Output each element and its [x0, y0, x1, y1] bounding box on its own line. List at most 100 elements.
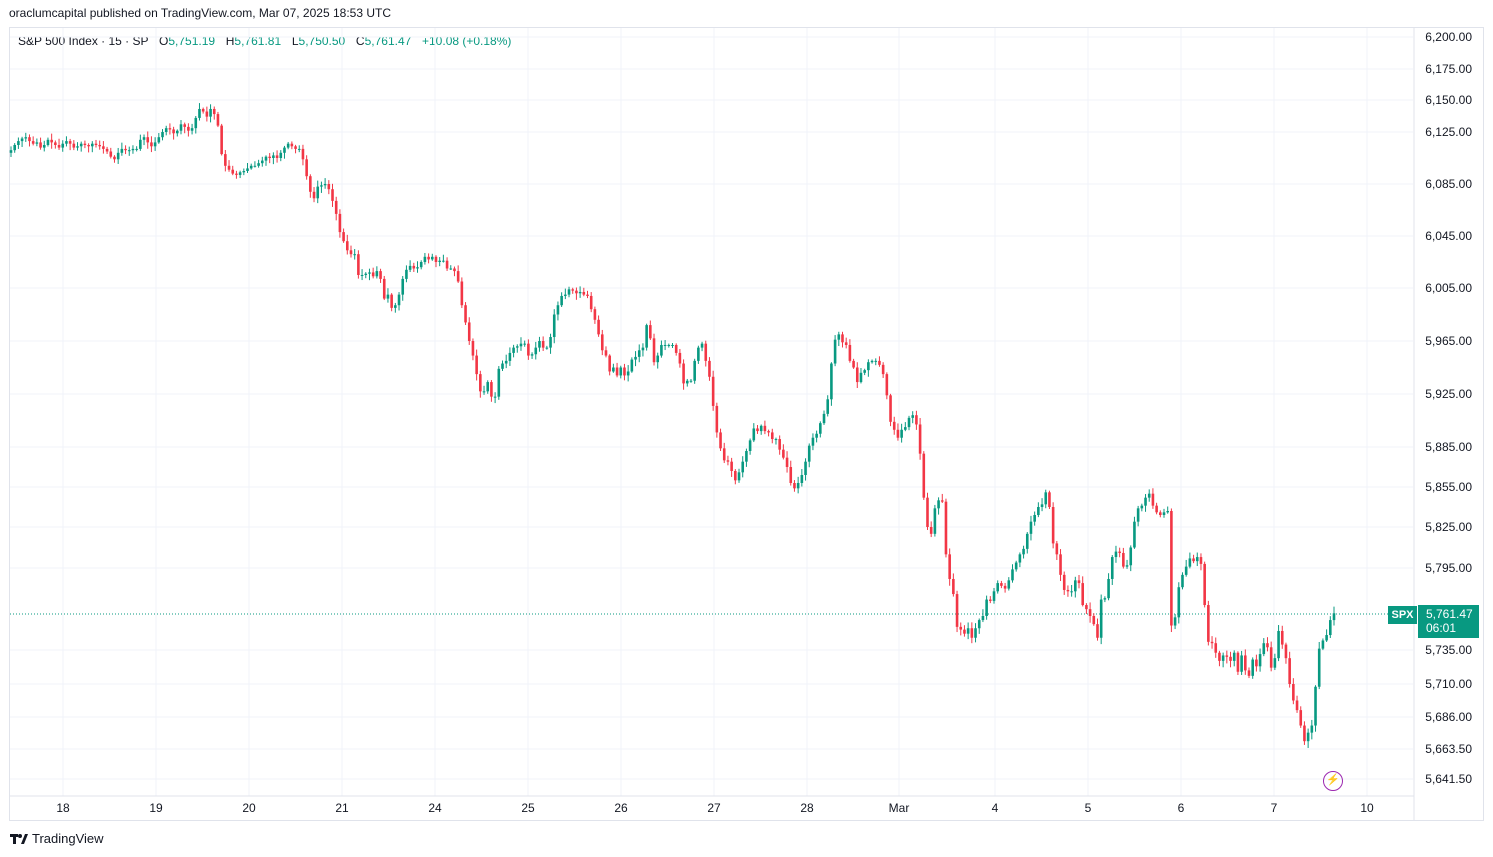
candle-body: [549, 337, 552, 348]
candle-body: [1003, 585, 1007, 589]
candle-body: [1295, 700, 1299, 711]
candle-body: [430, 256, 434, 260]
candle-body: [752, 428, 756, 441]
candle-body: [353, 254, 356, 256]
candle-body: [892, 421, 896, 430]
tradingview-logo[interactable]: TradingView: [10, 831, 104, 846]
candle-body: [527, 343, 530, 356]
candle-body: [175, 130, 179, 134]
candle-body: [630, 359, 634, 372]
candle-body: [286, 143, 290, 148]
candle-body: [1255, 659, 1258, 667]
candle-body: [127, 150, 131, 152]
candle-body: [42, 145, 46, 148]
y-tick-label: 5,795.00: [1425, 561, 1472, 575]
candle-body: [290, 143, 294, 147]
candle-body: [837, 334, 841, 340]
candle-body: [412, 265, 416, 269]
candle-body: [623, 367, 626, 376]
candle-body: [608, 355, 611, 372]
candle-body: [567, 289, 571, 295]
candle-body: [275, 155, 279, 158]
candle-body: [759, 425, 763, 432]
candle-body: [637, 350, 641, 357]
candle-body: [1000, 583, 1003, 586]
candle-body: [1277, 630, 1280, 659]
candle-body: [394, 305, 397, 308]
candle-body: [615, 367, 619, 376]
tv-logo-icon: [10, 832, 28, 844]
candle-body: [1014, 562, 1018, 570]
candle-body: [334, 200, 338, 214]
candle-body: [301, 148, 305, 160]
candle-body: [464, 305, 467, 323]
candle-body: [360, 275, 364, 276]
candle-body: [1048, 492, 1051, 507]
lightning-icon[interactable]: ⚡: [1323, 771, 1343, 791]
candle-body: [386, 294, 390, 299]
candle-body: [634, 356, 637, 360]
x-tick-label: 18: [56, 801, 70, 815]
last-price-tag: 5,761.47 06:01: [1418, 605, 1479, 638]
candle-body: [490, 382, 493, 397]
candle-body: [671, 344, 674, 346]
candle-body: [1207, 605, 1210, 642]
candle-body: [785, 457, 789, 467]
candle-body: [1147, 493, 1151, 498]
candle-body: [1103, 598, 1107, 600]
chart-frame[interactable]: [9, 27, 1484, 821]
candle-body: [940, 500, 944, 502]
candle-body: [649, 325, 652, 339]
x-tick-label: 28: [800, 801, 814, 815]
candle-body: [904, 427, 907, 430]
y-tick-label: 5,641.50: [1425, 772, 1472, 786]
candle-body: [212, 108, 216, 115]
candle-body: [889, 395, 892, 422]
candle-body: [1051, 507, 1055, 544]
candle-body: [382, 278, 386, 299]
candle-body: [1181, 574, 1184, 588]
candle-body: [1085, 605, 1088, 610]
candle-body: [586, 294, 589, 296]
candle-body: [179, 124, 183, 131]
candle-body: [1151, 493, 1155, 506]
candle-body: [560, 295, 563, 306]
candle-body: [397, 294, 401, 306]
candle-body: [844, 342, 848, 345]
x-tick-label: 6: [1178, 801, 1185, 815]
candle-body: [715, 405, 719, 433]
candle-body: [734, 471, 737, 481]
candle-body: [24, 137, 28, 139]
candle-body: [1114, 551, 1118, 558]
candle-body: [955, 594, 959, 627]
candle-body: [1314, 686, 1317, 726]
candle-body: [826, 399, 830, 414]
candle-body: [756, 428, 759, 432]
candle-body: [272, 155, 275, 158]
candle-body: [260, 160, 264, 164]
candle-body: [652, 338, 656, 363]
y-axis: 6,200.00 6,175.00 6,150.00 6,125.00 6,085.00…: [1413, 28, 1472, 820]
candle-body: [741, 461, 745, 473]
candle-body: [1033, 515, 1036, 522]
candle-body: [981, 615, 985, 621]
candle-body: [597, 319, 600, 335]
candle-body: [1244, 655, 1247, 671]
candle-body: [113, 156, 116, 160]
candle-body: [1280, 630, 1284, 645]
legend-high-label: H: [225, 34, 235, 48]
candle-body: [1218, 652, 1221, 661]
candle-body: [246, 168, 249, 171]
candle-body: [678, 352, 682, 364]
candle-body: [774, 439, 778, 441]
candle-body: [1184, 566, 1188, 575]
candle-body: [501, 363, 504, 369]
candle-body: [1096, 624, 1099, 638]
grid-lines: [10, 28, 1414, 796]
candle-body: [1214, 643, 1218, 653]
x-tick-label: 4: [992, 801, 999, 815]
candle-body: [722, 448, 726, 461]
candle-body: [745, 451, 748, 462]
candle-body: [992, 591, 996, 601]
